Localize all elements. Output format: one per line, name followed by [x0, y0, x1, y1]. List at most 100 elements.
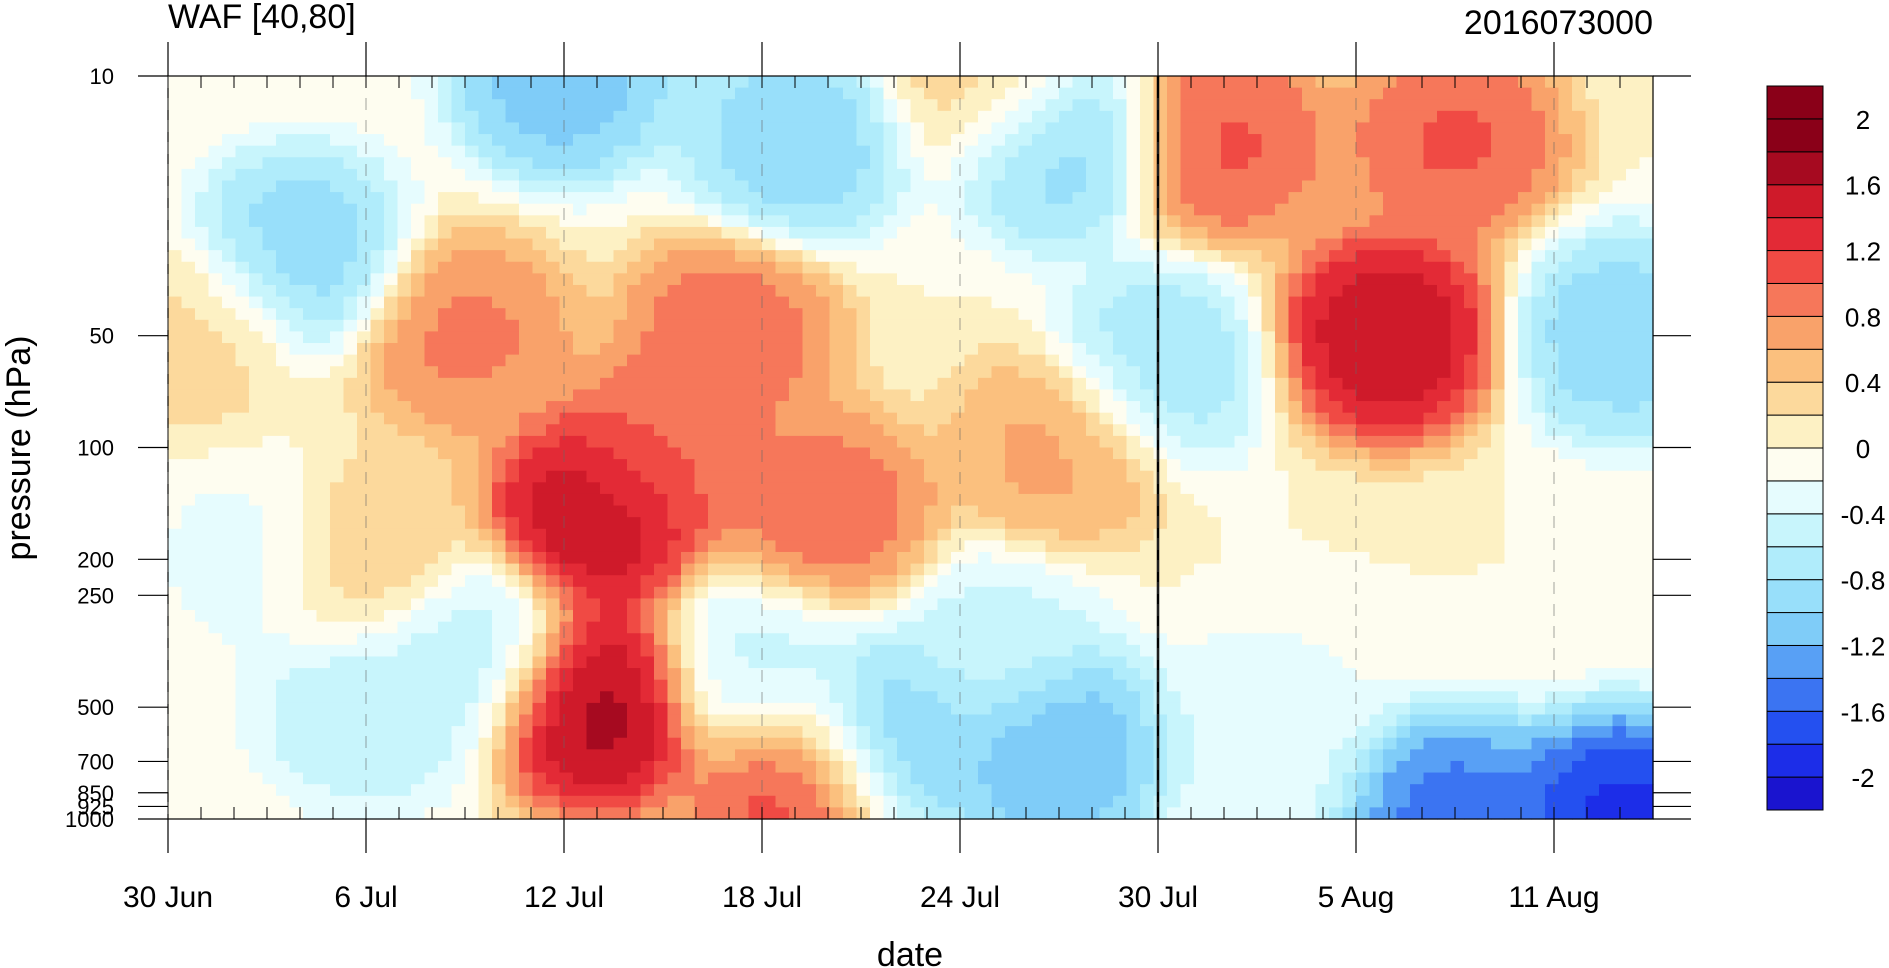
field-cell	[330, 87, 345, 100]
field-cell	[1113, 192, 1128, 205]
field-cell	[1086, 459, 1101, 472]
field-cell	[708, 644, 723, 658]
field-cell	[883, 308, 898, 321]
field-cell	[330, 331, 345, 344]
field-cell	[303, 575, 318, 588]
field-cell	[505, 633, 520, 646]
field-cell	[1059, 726, 1074, 739]
field-cell	[681, 122, 696, 135]
field-cell	[465, 586, 480, 600]
field-cell	[1032, 308, 1047, 321]
field-cell	[451, 308, 466, 321]
field-cell	[964, 122, 979, 135]
field-cell	[370, 284, 385, 298]
field-cell	[397, 424, 412, 437]
field-cell	[222, 145, 237, 158]
field-cell	[1059, 389, 1074, 402]
field-cell	[505, 435, 520, 449]
field-cell	[1045, 726, 1060, 739]
field-cell	[991, 714, 1006, 727]
field-cell	[924, 99, 939, 112]
field-cell	[924, 412, 939, 425]
field-cell	[789, 296, 804, 309]
field-cell	[1059, 435, 1074, 449]
field-cell	[478, 343, 493, 356]
field-cell	[789, 691, 804, 704]
field-cell	[883, 424, 898, 437]
field-cell	[1167, 726, 1182, 739]
field-cell	[667, 203, 682, 216]
field-cell	[1194, 633, 1209, 646]
field-cell	[357, 377, 372, 391]
field-cell	[1140, 714, 1155, 727]
field-cell	[1194, 482, 1209, 495]
field-cell	[316, 551, 331, 565]
field-cell	[1194, 563, 1209, 576]
field-cell	[343, 795, 358, 808]
field-cell	[505, 122, 520, 135]
field-cell	[1140, 772, 1155, 785]
field-cell	[843, 284, 858, 298]
field-cell	[181, 389, 196, 402]
field-cell	[1086, 122, 1101, 135]
field-cell	[168, 656, 183, 669]
field-cell	[843, 691, 858, 704]
field-cell	[492, 714, 507, 727]
field-cell	[870, 343, 885, 356]
field-cell	[370, 493, 385, 507]
field-cell	[1018, 447, 1033, 460]
field-cell	[883, 807, 898, 820]
field-cell	[721, 238, 736, 251]
field-cell	[883, 540, 898, 553]
field-cell	[748, 319, 763, 333]
field-cell	[627, 679, 642, 692]
field-cell	[829, 470, 844, 483]
field-cell	[951, 435, 966, 449]
field-cell	[951, 807, 966, 820]
field-cell	[532, 447, 547, 460]
field-cell	[951, 226, 966, 240]
field-cell	[1180, 551, 1195, 565]
field-cell	[289, 760, 304, 774]
field-cell	[1018, 563, 1033, 576]
field-cell	[424, 586, 439, 600]
field-cell	[384, 134, 399, 147]
field-cell	[465, 679, 480, 692]
field-cell	[1140, 586, 1155, 600]
field-cell	[735, 435, 750, 449]
field-cell	[424, 737, 439, 750]
field-cell	[681, 424, 696, 437]
field-cell	[1126, 551, 1141, 565]
field-cell	[721, 145, 736, 158]
field-cell	[924, 656, 939, 669]
field-cell	[964, 644, 979, 658]
field-cell	[964, 470, 979, 483]
field-cell	[924, 145, 939, 158]
field-cell	[708, 261, 723, 274]
field-cell	[1221, 87, 1236, 100]
field-cell	[532, 517, 547, 530]
field-cell	[627, 470, 642, 483]
field-cell	[222, 644, 237, 658]
field-cell	[843, 644, 858, 658]
field-cell	[316, 366, 331, 379]
field-cell	[1140, 551, 1155, 565]
field-cell	[492, 192, 507, 205]
field-cell	[991, 598, 1006, 611]
field-cell	[1113, 784, 1128, 797]
field-cell	[708, 76, 723, 89]
field-cell	[235, 621, 250, 634]
field-cell	[721, 377, 736, 391]
field-cell	[1153, 343, 1168, 356]
field-cell	[519, 192, 534, 205]
field-cell	[856, 308, 871, 321]
field-cell	[1194, 273, 1209, 286]
field-cell	[532, 122, 547, 135]
field-cell	[708, 284, 723, 298]
field-cell	[586, 691, 601, 704]
field-cell	[546, 122, 561, 135]
field-cell	[681, 308, 696, 321]
field-cell	[735, 157, 750, 170]
field-cell	[640, 493, 655, 507]
field-cell	[357, 192, 372, 205]
